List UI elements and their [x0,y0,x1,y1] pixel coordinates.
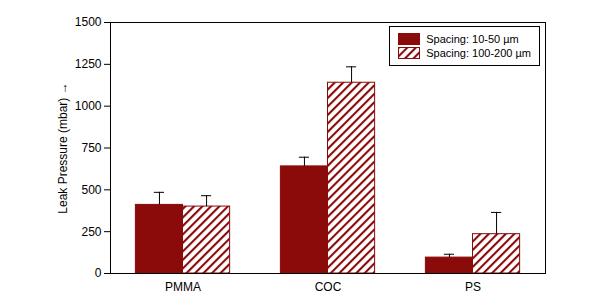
svg-text:1500: 1500 [75,15,102,29]
svg-text:COC: COC [315,280,342,294]
svg-text:Leak Pressure (mbar) →: Leak Pressure (mbar) → [56,82,70,213]
svg-text:750: 750 [81,141,101,155]
svg-text:0: 0 [95,266,102,280]
svg-text:1000: 1000 [75,99,102,113]
svg-text:1250: 1250 [75,57,102,71]
html-text:Spacing: 100-200 µm: Spacing: 100-200 µm [426,47,531,59]
svg-text:PS: PS [465,280,481,294]
svg-text:PMMA: PMMA [165,280,201,294]
svg-text:500: 500 [81,183,101,197]
html-text:Spacing: 10-50 µm: Spacing: 10-50 µm [426,33,519,45]
svg-text:250: 250 [81,225,101,239]
